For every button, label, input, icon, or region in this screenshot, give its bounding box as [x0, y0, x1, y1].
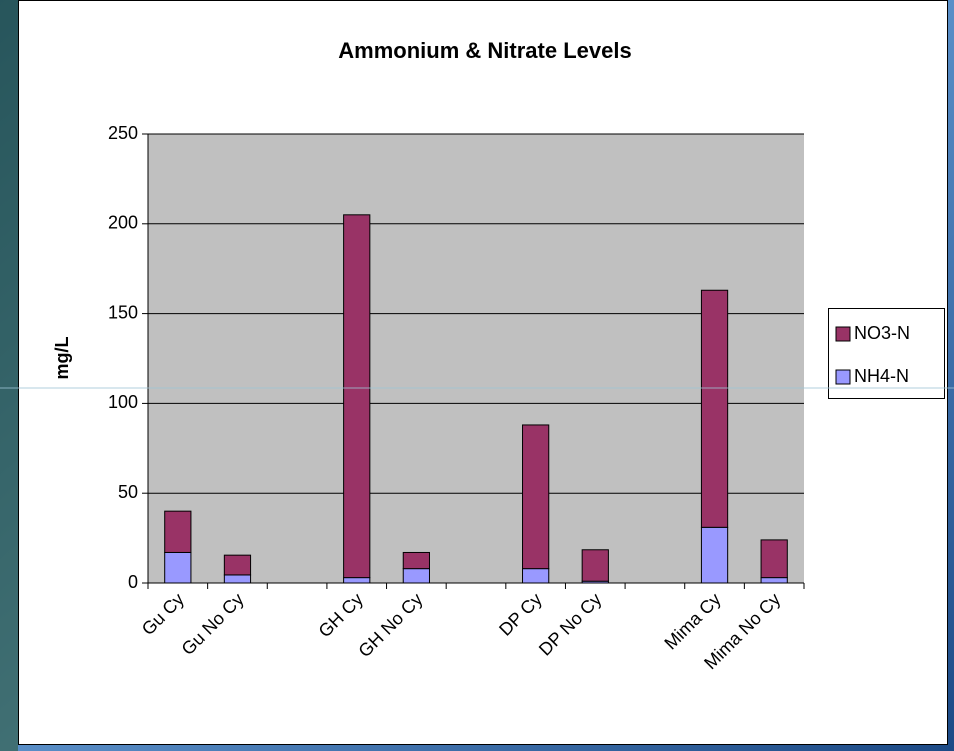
y-tick-label: 100 — [108, 392, 138, 412]
bar-segment — [523, 425, 549, 569]
bar-segment — [701, 527, 727, 583]
bar-segment — [761, 540, 787, 578]
bar-segment — [165, 552, 191, 583]
bar-segment — [344, 578, 370, 583]
y-tick-label: 50 — [118, 482, 138, 502]
y-tick-label: 200 — [108, 213, 138, 233]
legend-label: NO3-N — [854, 323, 910, 343]
bar-segment — [403, 552, 429, 568]
bar-segment — [523, 569, 549, 583]
bar-segment — [224, 575, 250, 583]
legend-swatch — [836, 327, 850, 341]
bar-segment — [761, 578, 787, 583]
legend-swatch — [836, 370, 850, 384]
page: {"chart_data": {"type": "stacked-bar", "… — [0, 0, 954, 751]
y-tick-label: 250 — [108, 123, 138, 143]
y-axis-label: mg/L — [52, 336, 72, 379]
chart-title: Ammonium & Nitrate Levels — [338, 38, 631, 63]
y-tick-label: 0 — [128, 572, 138, 592]
bar-segment — [344, 215, 370, 578]
legend-label: NH4-N — [854, 366, 909, 386]
bar-segment — [582, 550, 608, 581]
bar-segment — [701, 290, 727, 527]
bar-segment — [403, 569, 429, 583]
photo-strip — [0, 0, 18, 751]
bar-segment — [224, 555, 250, 575]
chart: Ammonium & Nitrate Levels mg/L 0 50 100 150… — [0, 0, 954, 751]
y-tick-label: 150 — [108, 302, 138, 322]
bar-segment — [165, 511, 191, 552]
